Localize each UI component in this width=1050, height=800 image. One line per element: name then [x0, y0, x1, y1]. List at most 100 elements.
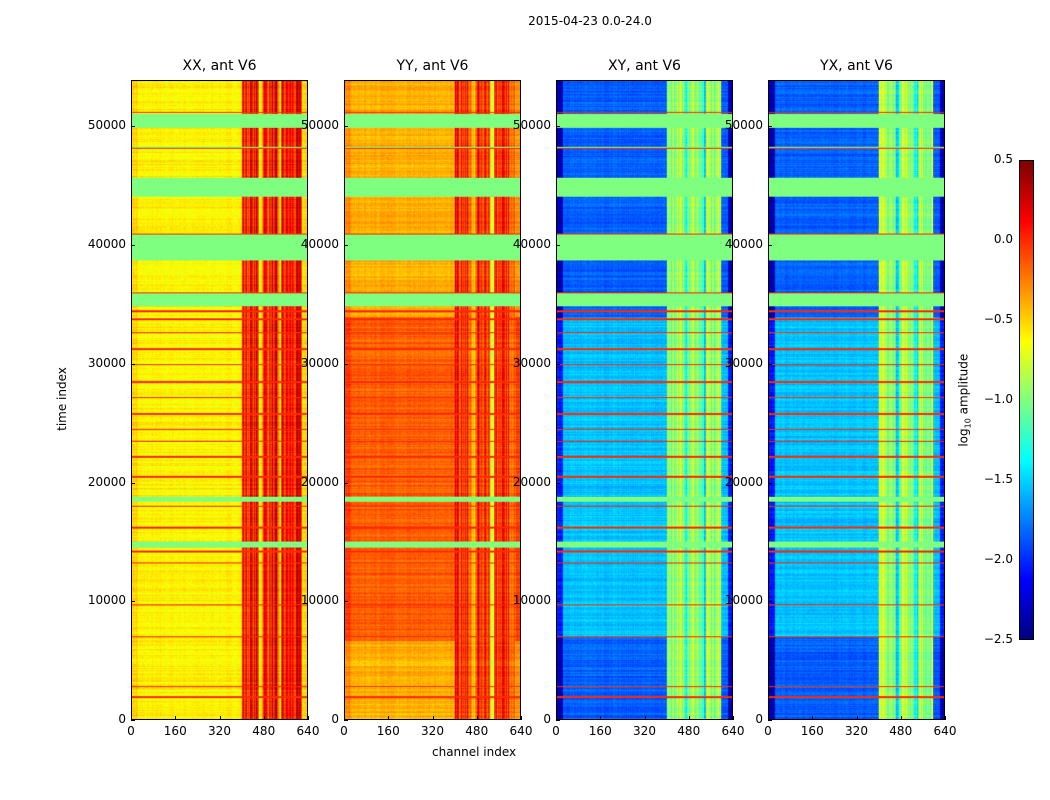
y-tick-mark — [768, 601, 772, 603]
colorbar-gradient — [1020, 161, 1033, 639]
x-tick-label: 320 — [421, 724, 444, 738]
y-tick-label: 30000 — [300, 355, 339, 370]
x-tick-label: 320 — [208, 724, 231, 738]
figure-title: 2015-04-23 0.0-24.0 — [528, 14, 652, 28]
y-tick-mark — [344, 720, 348, 721]
colorbar-tick-label: −2.0 — [983, 552, 1013, 566]
x-tick-label: 320 — [633, 724, 656, 738]
x-tick-mark — [308, 716, 309, 720]
y-tick-mark — [131, 601, 135, 603]
colorbar-tick-label: −2.5 — [983, 632, 1013, 646]
x-tick-mark — [768, 716, 769, 720]
x-tick-mark — [131, 716, 132, 720]
y-tick-label: 40000 — [512, 237, 551, 252]
y-tick-label: 10000 — [512, 593, 551, 608]
heatmap-image — [557, 81, 732, 719]
x-tick-mark — [388, 716, 390, 720]
y-tick-mark — [768, 482, 772, 484]
colorbar-tick-label: 0.0 — [993, 232, 1013, 246]
y-tick-mark — [556, 482, 560, 484]
colorbar — [1019, 160, 1034, 640]
y-tick-mark — [768, 720, 772, 721]
panel-title: YY, ant V6 — [396, 58, 469, 74]
y-tick-mark — [131, 126, 135, 128]
y-tick-label: 50000 — [724, 118, 763, 133]
x-tick-mark — [945, 716, 946, 720]
heatmap-image — [345, 81, 520, 719]
y-tick-label: 30000 — [724, 355, 763, 370]
x-tick-mark — [733, 716, 734, 720]
y-tick-mark — [344, 482, 348, 484]
x-tick-label: 480 — [889, 724, 913, 738]
x-tick-label: 640 — [721, 724, 745, 738]
y-tick-mark — [768, 126, 772, 128]
y-tick-label: 40000 — [300, 237, 339, 252]
heatmap-panel — [344, 80, 521, 720]
colorbar-tick-label: 0.5 — [993, 152, 1013, 166]
y-tick-mark — [768, 245, 772, 247]
x-tick-label: 640 — [296, 724, 320, 738]
x-tick-label: 0 — [552, 724, 560, 738]
y-tick-mark — [131, 482, 135, 484]
y-tick-label: 50000 — [87, 118, 126, 133]
colorbar-label-sub: 10 — [963, 418, 973, 429]
y-tick-label: 0 — [118, 712, 126, 726]
heatmap-panel — [768, 80, 945, 720]
x-tick-label: 640 — [509, 724, 533, 738]
x-tick-label: 160 — [588, 724, 612, 738]
colorbar-label-rest: amplitude — [956, 353, 971, 419]
x-tick-mark — [432, 716, 434, 720]
x-tick-mark — [856, 716, 858, 720]
heatmap-image — [132, 81, 307, 719]
x-tick-mark — [344, 716, 345, 720]
x-tick-label: 480 — [465, 724, 489, 738]
x-tick-label: 160 — [376, 724, 400, 738]
y-tick-label: 0 — [331, 712, 339, 726]
x-tick-mark — [175, 716, 177, 720]
y-tick-label: 40000 — [87, 237, 126, 252]
x-tick-mark — [219, 716, 221, 720]
colorbar-tick-label: −1.5 — [983, 472, 1013, 486]
panel-title: YX, ant V6 — [820, 58, 893, 74]
y-tick-mark — [344, 363, 348, 365]
y-tick-mark — [344, 601, 348, 603]
y-tick-label: 30000 — [87, 355, 126, 370]
colorbar-label-main: log — [956, 428, 971, 447]
x-tick-mark — [476, 716, 478, 720]
x-tick-mark — [900, 716, 902, 720]
x-tick-mark — [812, 716, 814, 720]
y-tick-label: 40000 — [724, 237, 763, 252]
panel-title: XX, ant V6 — [182, 58, 257, 74]
panel-title: XY, ant V6 — [608, 58, 681, 74]
x-tick-label: 160 — [800, 724, 824, 738]
y-tick-mark — [131, 245, 135, 247]
y-tick-mark — [556, 245, 560, 247]
heatmap-panel — [131, 80, 308, 720]
y-tick-label: 20000 — [724, 474, 763, 489]
x-tick-label: 320 — [845, 724, 868, 738]
x-tick-label: 0 — [340, 724, 348, 738]
y-axis-label: time index — [54, 367, 69, 431]
y-tick-label: 10000 — [300, 593, 339, 608]
x-tick-mark — [521, 716, 522, 720]
x-tick-mark — [644, 716, 646, 720]
y-tick-mark — [768, 363, 772, 365]
x-tick-mark — [263, 716, 265, 720]
y-tick-mark — [344, 245, 348, 247]
y-tick-label: 30000 — [512, 355, 551, 370]
y-tick-label: 0 — [543, 712, 551, 726]
x-tick-label: 0 — [764, 724, 772, 738]
x-tick-label: 640 — [933, 724, 957, 738]
x-axis-label: channel index — [432, 745, 517, 759]
y-tick-label: 10000 — [87, 593, 126, 608]
y-tick-mark — [556, 601, 560, 603]
y-tick-mark — [556, 126, 560, 128]
y-tick-label: 50000 — [512, 118, 551, 133]
y-tick-mark — [131, 363, 135, 365]
y-tick-label: 20000 — [87, 474, 126, 489]
y-tick-mark — [131, 720, 135, 721]
x-tick-label: 160 — [163, 724, 187, 738]
heatmap-panel — [556, 80, 733, 720]
y-tick-label: 0 — [755, 712, 763, 726]
